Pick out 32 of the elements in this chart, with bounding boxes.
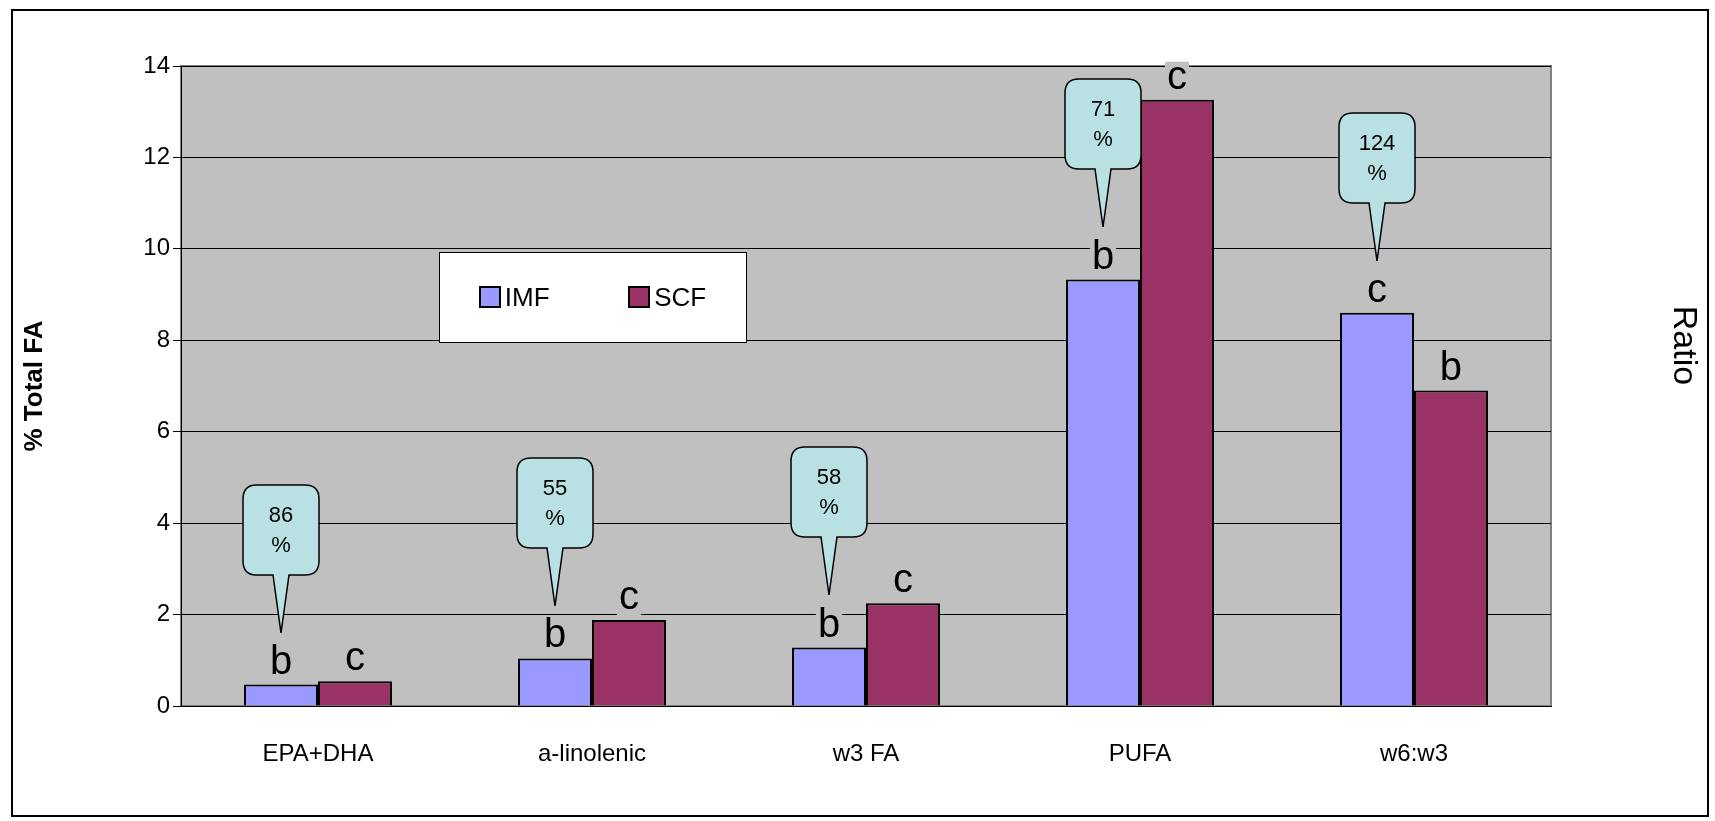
x-tick-label: PUFA: [1108, 739, 1172, 767]
annotation: 124 %: [1357, 128, 1397, 187]
y-tick-label: 4: [156, 507, 170, 535]
x-tick-label: EPA+DHA: [262, 739, 374, 767]
y-tick-label: 14: [143, 50, 170, 78]
data-label: b: [543, 611, 567, 656]
data-label: c: [1166, 52, 1187, 97]
data-label: b: [1439, 343, 1463, 388]
annotation: 58 %: [815, 463, 843, 522]
data-label: c: [344, 634, 365, 679]
data-label: c: [618, 573, 639, 618]
annotation: 71 %: [1089, 95, 1117, 154]
y-axis-title: % Total FA: [17, 320, 48, 452]
y2-axis-title: Ratio: [1665, 305, 1705, 385]
y-tick-label: 8: [156, 324, 170, 352]
annotation: 86 %: [267, 500, 295, 559]
x-tick-label: w3 FA: [831, 739, 900, 767]
x-tick-label: w6:w3: [1378, 739, 1449, 767]
y-tick-label: 6: [156, 416, 170, 444]
data-label: b: [269, 637, 293, 682]
y-tick-label: 0: [156, 690, 170, 718]
annotation: 55 %: [541, 474, 569, 533]
data-label: b: [817, 600, 841, 645]
data-label: b: [1091, 232, 1115, 277]
data-label: c: [1367, 265, 1388, 310]
legend-label: SCF: [654, 281, 707, 313]
y-tick-label: 2: [156, 599, 170, 627]
legend-label: IMF: [504, 281, 550, 313]
y-tick-label: 12: [143, 142, 170, 170]
y-tick-label: 10: [143, 233, 170, 261]
data-label: c: [892, 556, 913, 601]
x-tick-label: a-linolenic: [537, 739, 647, 767]
